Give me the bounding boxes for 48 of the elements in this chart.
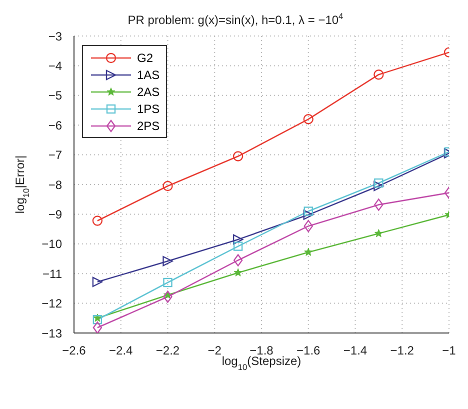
chart-title: PR problem: g(x)=sin(x), h=0.1, λ = −10$^{4}$ xyxy=(128,11,344,27)
point xyxy=(162,256,173,266)
point xyxy=(303,210,314,220)
point xyxy=(374,178,384,188)
y-tick-label: −4 xyxy=(48,58,62,73)
legend-label: G2 xyxy=(137,50,154,64)
x-tick-label: −1.2 xyxy=(390,344,414,358)
point xyxy=(92,216,103,226)
y-tick-label: −6 xyxy=(48,118,62,132)
y-tick-label: −12 xyxy=(42,296,62,311)
point xyxy=(374,229,383,238)
point xyxy=(303,114,314,124)
point xyxy=(233,254,243,266)
legend-label: 2PS xyxy=(137,118,160,132)
point xyxy=(304,206,313,216)
point xyxy=(92,322,102,333)
x-tick-label: −2.2 xyxy=(156,344,180,358)
y-tick-label: −8 xyxy=(48,178,62,192)
point xyxy=(163,290,172,303)
x-tick-label: −1.4 xyxy=(343,344,368,358)
y-tick-label: −7 xyxy=(48,148,62,162)
point xyxy=(92,276,103,288)
y-tick-label: −9 xyxy=(48,207,62,222)
point xyxy=(162,180,173,192)
y-tick-label: −13 xyxy=(42,326,62,340)
x-tick-label: −2.6 xyxy=(62,344,86,358)
point xyxy=(232,151,244,162)
legend-label: 1AS xyxy=(137,68,160,82)
x-tick-label: −1 xyxy=(442,344,456,358)
point xyxy=(374,180,384,192)
x-tick-label: −2 xyxy=(208,344,222,358)
point xyxy=(234,268,242,276)
point xyxy=(374,70,384,80)
point xyxy=(304,248,313,256)
point xyxy=(92,315,102,324)
legend-label: 2AS xyxy=(137,84,160,98)
y-tick-label: −3 xyxy=(48,29,62,44)
y-tick-label: −10 xyxy=(42,237,62,252)
point xyxy=(233,242,243,251)
y-tick-label: −11 xyxy=(42,266,62,281)
point xyxy=(232,234,244,245)
y-tick-label: −5 xyxy=(48,88,62,103)
point xyxy=(93,314,102,322)
x-tick-label: −2.4 xyxy=(109,344,134,358)
point xyxy=(374,198,384,211)
legend-label: 1PS xyxy=(137,102,160,116)
point xyxy=(163,278,172,288)
point xyxy=(304,220,313,232)
